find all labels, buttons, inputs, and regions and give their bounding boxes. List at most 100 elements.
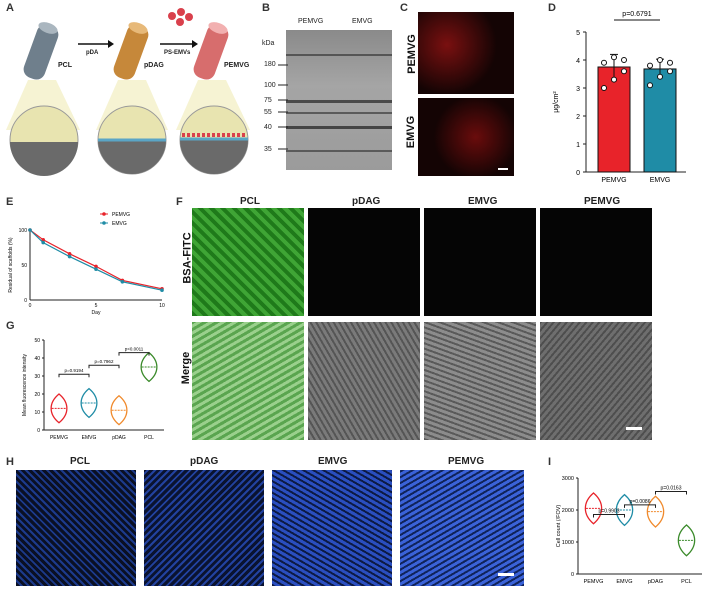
panel-label-f: F (176, 196, 183, 208)
line-chart-e: 0 50 100 0 5 10 PEMVG EMVG Day Residual of scaffo… (8, 212, 165, 315)
x-tick-label: PCL (144, 435, 154, 441)
pemvg-tube (193, 22, 229, 80)
step-pdag-label: pDAG (144, 62, 164, 69)
y-tick-label: 1 (576, 142, 580, 149)
violin-shape (584, 492, 603, 525)
blot-marker-75: 75 (264, 97, 272, 104)
arrow-ps-emvs-label: PS-EMVs (164, 50, 191, 56)
scale-bar-h (498, 573, 514, 576)
legend-marker (102, 212, 106, 216)
panel-label-b: B (262, 2, 270, 14)
h-col-pemvg: PEMVG (448, 456, 485, 467)
violin-chart-g: 0 10 20 30 40 50 PEMVG EMVG pDAG PCL Mean fluoresc… (22, 338, 164, 441)
scale-bar (626, 427, 642, 430)
grid-col-pemvg: PEMVG (584, 196, 621, 207)
image-merge-pcl (192, 322, 304, 440)
significance-bracket (624, 504, 656, 508)
panel-label-e: E (6, 196, 14, 208)
y-axis-label: Cell count (/FOV) (556, 505, 562, 548)
image-dapi-emvg (272, 470, 392, 586)
blot-lane-emvg: EMVG (352, 18, 373, 25)
x-tick-label: EMVG (616, 579, 632, 585)
grid-col-emvg: EMVG (468, 196, 498, 207)
legend-label: PEMVG (112, 212, 130, 218)
x-axis-label: Day (92, 310, 101, 315)
violin-shape (677, 524, 696, 557)
panel-label-a: A (6, 2, 14, 14)
p-value: p<0.0011 (125, 347, 144, 352)
series-point (41, 238, 45, 242)
y-tick-label: 50 (21, 263, 27, 269)
data-point (621, 57, 627, 63)
image-bsa-pemvg (540, 208, 652, 316)
y-tick-label: 40 (34, 356, 40, 362)
panel-label-h: H (6, 456, 14, 468)
series-line (29, 229, 163, 291)
x-tick-label: PEMVG (601, 177, 626, 184)
y-tick-label: 5 (576, 30, 580, 37)
y-tick-label: 30 (34, 374, 40, 380)
p-value: p=0.6791 (622, 11, 651, 18)
series-point (41, 240, 45, 245)
violin-shape (140, 351, 158, 383)
y-tick-label: 20 (34, 392, 40, 398)
blot-image (286, 30, 392, 170)
step-pemvg-label: PEMVG (224, 62, 250, 69)
y-tick-label: 4 (576, 58, 580, 65)
x-tick-label: 10 (159, 303, 165, 309)
violin-chart-i: 0 1000 2000 3000 PEMVG EMVG pDAG PCL Cell count … (556, 476, 702, 585)
y-tick-label: 2000 (562, 508, 574, 514)
data-point (611, 54, 617, 61)
y-tick-label: 0 (37, 428, 40, 434)
image-merge-pemvg (540, 322, 652, 440)
y-tick-label: 0 (571, 572, 574, 578)
grid-col-pcl: PCL (240, 196, 260, 207)
row-label-pemvg: PEMVG (405, 34, 418, 74)
fluorescence-image-emvg (418, 98, 514, 176)
y-tick-label: 0 (576, 170, 580, 177)
series-point (94, 264, 98, 269)
blot-marker-ticks (278, 64, 288, 150)
x-tick-label: PEMVG (50, 435, 68, 441)
panel-label-i: I (548, 456, 552, 468)
data-point (657, 73, 663, 80)
pdag-tube (113, 22, 149, 80)
violin-shape (50, 393, 68, 424)
image-merge-pdag (308, 322, 420, 440)
series-point (120, 280, 125, 284)
data-point (647, 82, 653, 89)
y-axis-label: μg/cm² (553, 91, 560, 113)
blot-marker-55: 55 (264, 109, 272, 116)
blot-lane-pemvg: PEMVG (298, 18, 324, 25)
arrow-pda-label: pDA (86, 50, 99, 56)
y-tick-label: 0 (24, 298, 27, 304)
x-tick-label: PEMVG (584, 579, 604, 585)
blot-unit: kDa (262, 40, 275, 47)
image-bsa-pdag (308, 208, 420, 316)
data-point (657, 57, 663, 63)
violin-shape (80, 387, 98, 419)
y-tick-label: 100 (19, 228, 28, 234)
h-col-emvg: EMVG (318, 456, 348, 467)
significance-bracket (118, 352, 150, 356)
x-tick-label: 5 (95, 303, 98, 309)
panel-label-c: C (400, 2, 408, 14)
blot-marker-180: 180 (264, 61, 276, 68)
fluorescence-image-pemvg (418, 12, 514, 94)
h-col-pdag: pDAG (190, 456, 219, 467)
legend-marker (102, 221, 106, 225)
significance-bracket (58, 373, 90, 378)
significance-bracket (593, 513, 625, 518)
data-point (611, 76, 617, 83)
series-point (28, 228, 32, 232)
blot-marker-35: 35 (264, 146, 272, 153)
series-point (67, 254, 72, 259)
p-value: p=0.9903 (599, 508, 620, 514)
series-line (29, 229, 163, 290)
data-point (667, 59, 673, 66)
blot-marker-40: 40 (264, 124, 272, 131)
panel-label-g: G (6, 320, 15, 332)
x-tick-label: pDAG (648, 579, 663, 585)
schematic-illustration (6, 8, 250, 176)
y-tick-label: 2 (576, 114, 580, 121)
